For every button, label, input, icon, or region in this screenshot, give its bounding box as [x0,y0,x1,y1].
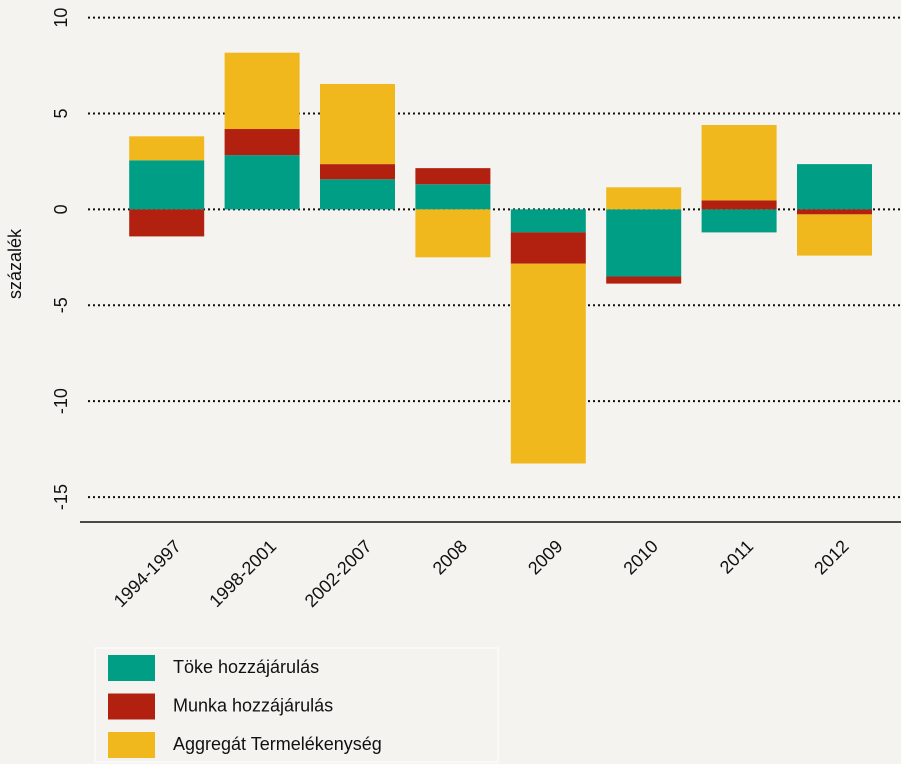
legend-label: Aggregát Termelékenység [173,734,382,754]
bar-segment [510,209,586,233]
bar-segment [320,164,395,180]
bar-segment [606,187,682,210]
bar-segment [320,83,395,165]
bar-segment [224,155,300,210]
bar-segment [701,200,777,210]
bar-segment [320,179,395,210]
y-axis-label: százalék [5,228,25,299]
legend-swatch [108,693,155,720]
y-tick-label: -5 [51,297,71,313]
bar-segment [701,209,777,233]
bar-segment [606,209,682,277]
bar-segment [129,209,205,237]
bar-segment [797,164,872,210]
y-tick-label: 0 [51,204,71,214]
y-tick-label: -15 [51,484,71,510]
y-tick-label: 5 [51,108,71,118]
legend-label: Munka hozzájárulás [173,695,333,715]
bar-segment [606,276,682,284]
bar-segment [701,124,777,201]
bar-segment [415,209,491,258]
bar-segment [415,184,491,210]
bar-segment [224,52,300,130]
y-tick-label: 10 [51,8,71,28]
bar-segment [797,209,872,215]
bar-segment [415,168,491,185]
legend [94,647,499,763]
bar-segment [129,136,205,161]
legend-swatch [108,732,155,758]
bar-segment [224,129,300,156]
bar-segment [797,214,872,256]
bar-segment [510,232,586,264]
y-tick-label: -10 [51,388,71,414]
bar-segment [129,160,205,210]
bar-segment [510,263,586,464]
legend-label: Töke hozzájárulás [173,657,319,677]
legend-swatch [108,655,155,681]
